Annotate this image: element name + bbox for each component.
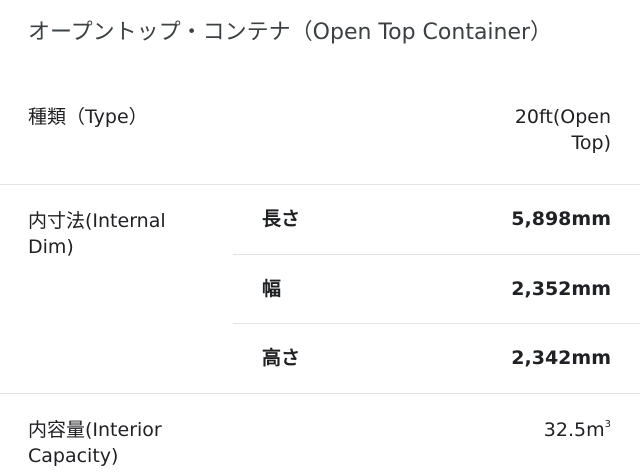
dim-length-value: 5,898mm [511,208,611,230]
capacity-value: 32.5m3 [411,417,611,443]
sub-row-divider [233,323,640,324]
row-divider [0,184,640,185]
dim-width-value: 2,352mm [511,278,611,300]
dim-height-name: 高さ [262,347,301,369]
capacity-label-line2: Capacity) [28,445,119,467]
dim-width-name: 幅 [262,278,282,300]
internal-dim-label-line1: 内寸法(Internal [28,210,166,232]
capacity-label: 内容量(Interior Capacity) [28,417,162,469]
type-value: 20ft(Open Top) [411,104,611,156]
capacity-label-line1: 内容量(Interior [28,419,162,441]
internal-dim-label-line2: Dim) [28,236,74,258]
type-value-line1: 20ft(Open [514,106,611,128]
type-value-line2: Top) [571,132,611,154]
capacity-value-number: 32.5m [543,419,605,441]
dim-length-name: 長さ [262,208,301,230]
dim-height-value: 2,342mm [511,347,611,369]
type-label: 種類（Type） [28,106,148,128]
capacity-unit-superscript: 3 [604,419,611,430]
sub-row-divider [233,254,640,255]
internal-dim-label: 内寸法(Internal Dim) [28,208,166,260]
page-title: オープントップ・コンテナ（Open Top Container） [28,20,553,45]
row-divider [0,393,640,394]
